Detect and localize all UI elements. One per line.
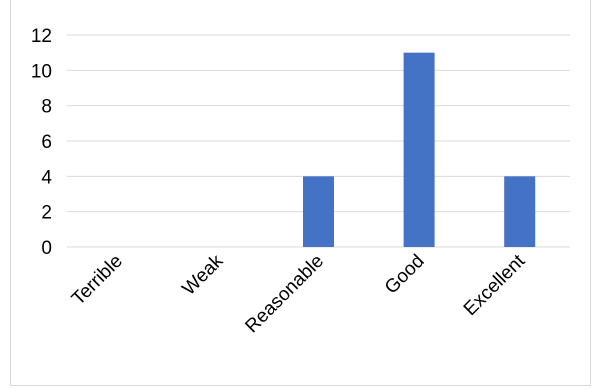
bar-excellent <box>504 176 536 247</box>
x-axis-ticks: Terrible Weak Reasonable Good Excellent <box>68 250 530 337</box>
chart-frame <box>10 0 591 386</box>
bar-good <box>403 52 435 247</box>
y-tick-label: 12 <box>31 26 52 47</box>
y-tick-label: 0 <box>41 238 52 259</box>
y-tick-label: 8 <box>41 97 52 118</box>
bar-reasonable <box>303 176 334 247</box>
x-tick-label: Reasonable <box>241 251 328 338</box>
x-tick-label: Excellent <box>460 250 530 320</box>
y-tick-label: 10 <box>31 61 52 82</box>
bars <box>303 52 536 247</box>
x-tick-label: Weak <box>178 250 227 299</box>
x-tick-label: Terrible <box>68 251 127 310</box>
y-tick-label: 2 <box>41 203 52 224</box>
y-axis-ticks: 0 2 4 6 8 10 12 <box>31 26 53 259</box>
y-tick-label: 6 <box>41 132 52 153</box>
x-tick-label: Good <box>381 251 429 299</box>
y-tick-label: 4 <box>41 167 52 188</box>
